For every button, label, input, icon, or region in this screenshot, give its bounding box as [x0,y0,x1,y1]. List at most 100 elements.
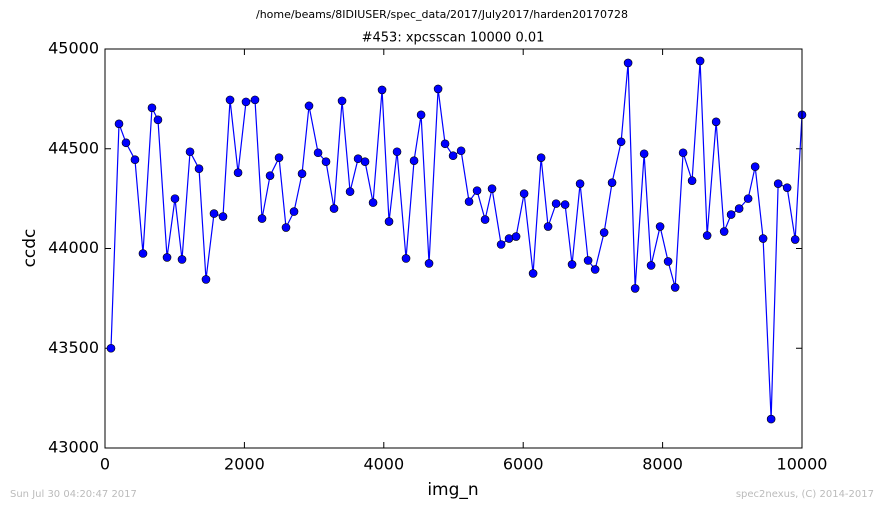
x-tick-label: 2000 [224,455,265,474]
y-tick-label: 44000 [48,238,99,257]
marker [766,414,776,424]
marker [663,257,673,266]
marker [114,119,124,129]
marker [177,255,187,264]
x-tick-label: 0 [100,455,110,474]
y-axis-label: ccdc [20,229,40,268]
marker [719,227,729,236]
marker [448,151,458,161]
marker [130,155,140,165]
marker [289,207,299,216]
marker [734,204,744,213]
marker [464,197,474,206]
marker [678,148,688,158]
marker [201,275,211,284]
y-tick-label: 43500 [48,338,99,357]
x-tick-label: 6000 [503,455,544,474]
marker [241,97,251,107]
marker [121,138,131,148]
marker [250,95,260,105]
marker [496,240,506,249]
marker [583,256,593,265]
marker [433,84,443,94]
marker [368,198,378,207]
marker [695,56,705,66]
marker [304,101,314,111]
marker [321,157,331,167]
marker [536,153,546,163]
marker [185,147,195,157]
marker [392,147,402,157]
marker [702,231,712,240]
marker [218,212,228,221]
marker [560,200,570,209]
plot-frame [104,48,803,449]
x-tick-label: 8000 [642,455,683,474]
marker [416,110,426,120]
marker [377,85,387,95]
marker [743,194,753,203]
marker [790,235,800,244]
marker [599,228,609,237]
marker [551,199,561,208]
marker [297,169,307,178]
marker [337,96,347,106]
marker [590,265,600,274]
marker [711,117,721,127]
marker [472,186,482,195]
marker [487,184,497,193]
marker [623,58,633,68]
marker [274,153,284,163]
marker [567,260,577,269]
marker [511,232,521,241]
marker [257,214,267,223]
marker [138,249,148,258]
marker [440,139,450,149]
x-tick-label: 10000 [777,455,828,474]
chart-title: #453: xpcsscan 10000 0.01 [362,31,545,46]
marker [758,234,768,243]
marker [480,215,490,224]
marker [233,168,243,177]
marker [616,137,626,147]
marker [265,171,275,180]
x-tick-label: 4000 [363,455,404,474]
marker [106,343,116,353]
marker [519,189,529,198]
marker [575,179,585,188]
marker [153,115,163,125]
y-tick-label: 45000 [48,39,99,58]
marker [194,164,204,173]
marker [773,179,783,188]
marker [225,95,235,105]
footer-right: spec2nexus, (C) 2014-2017 [736,489,874,500]
marker [639,149,649,159]
marker [504,234,514,243]
y-tick-label: 43000 [48,438,99,457]
marker [543,222,553,231]
suptitle: /home/beams/8IDIUSER/spec_data/2017/July… [256,8,628,21]
x-axis-label: img_n [427,480,478,500]
marker [409,156,419,166]
marker [209,209,219,218]
marker [687,176,697,185]
marker [424,259,434,268]
line [110,60,803,420]
marker [528,269,538,278]
marker [384,217,394,226]
marker [345,187,355,196]
marker [329,204,339,213]
marker [607,178,617,187]
marker [655,222,665,231]
marker [726,210,736,219]
marker [646,261,656,270]
marker [162,253,172,262]
marker [630,284,640,293]
marker [281,223,291,232]
footer-left: Sun Jul 30 04:20:47 2017 [10,489,137,500]
marker [670,283,680,292]
marker [456,146,466,156]
marker [170,194,180,203]
marker [360,157,370,167]
